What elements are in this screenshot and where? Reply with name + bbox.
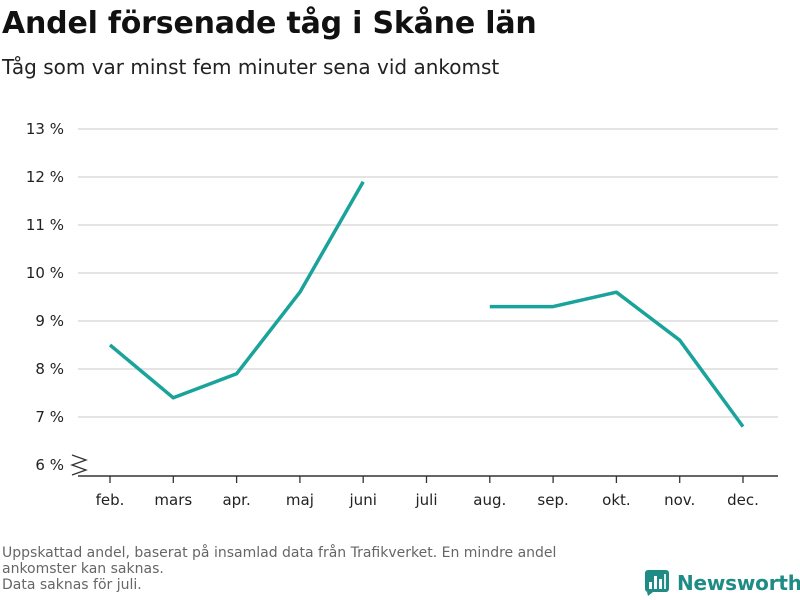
- x-tick-label: juli: [414, 491, 437, 509]
- y-tick-label: 10 %: [26, 264, 64, 282]
- gridlines: [78, 128, 778, 418]
- x-tick-label: mars: [154, 491, 192, 509]
- bar-chart-icon: [645, 570, 669, 596]
- x-axis: [78, 475, 778, 483]
- footnote-line: Data saknas för juli.: [2, 577, 142, 593]
- y-tick-label: 9 %: [35, 312, 64, 330]
- chart-title: Andel försenade tåg i Skåne län: [2, 6, 537, 41]
- x-tick-label: sep.: [537, 491, 568, 509]
- series-line: [489, 290, 745, 428]
- brand-logo: Newsworthy: [645, 569, 800, 597]
- y-tick-label: 11 %: [26, 216, 64, 234]
- brand-name: Newsworthy: [677, 571, 800, 595]
- x-tick-label: apr.: [222, 491, 250, 509]
- x-tick-label: feb.: [96, 491, 125, 509]
- axis-break-icon: [70, 454, 88, 476]
- y-tick-label: 8 %: [35, 360, 64, 378]
- series-line: [108, 180, 365, 400]
- x-tick-label: maj: [286, 491, 314, 509]
- chart-subtitle: Tåg som var minst fem minuter sena vid a…: [2, 55, 500, 79]
- footnote-line: Uppskattad andel, baserat på insamlad da…: [2, 545, 557, 561]
- y-tick-label: 6 %: [35, 456, 64, 474]
- x-tick-label: okt.: [602, 491, 631, 509]
- x-tick-label: nov.: [664, 491, 695, 509]
- y-axis-labels: 6 % 7 % 8 % 9 % 10 % 11 % 12 % 13 %: [26, 120, 88, 476]
- x-tick-label: dec.: [727, 491, 759, 509]
- x-tick-label: juni: [349, 491, 377, 509]
- series: [108, 180, 745, 428]
- x-tick-label: aug.: [473, 491, 506, 509]
- x-axis-labels: feb. mars apr. maj juni juli aug. sep. okt. nov. d…: [96, 491, 759, 509]
- footnote-line: ankomster kan saknas.: [2, 561, 164, 577]
- footnote: Uppskattad andel, baserat på insamlad da…: [2, 545, 642, 593]
- y-tick-label: 13 %: [26, 120, 64, 138]
- y-tick-label: 7 %: [35, 408, 64, 426]
- y-tick-label: 12 %: [26, 168, 64, 186]
